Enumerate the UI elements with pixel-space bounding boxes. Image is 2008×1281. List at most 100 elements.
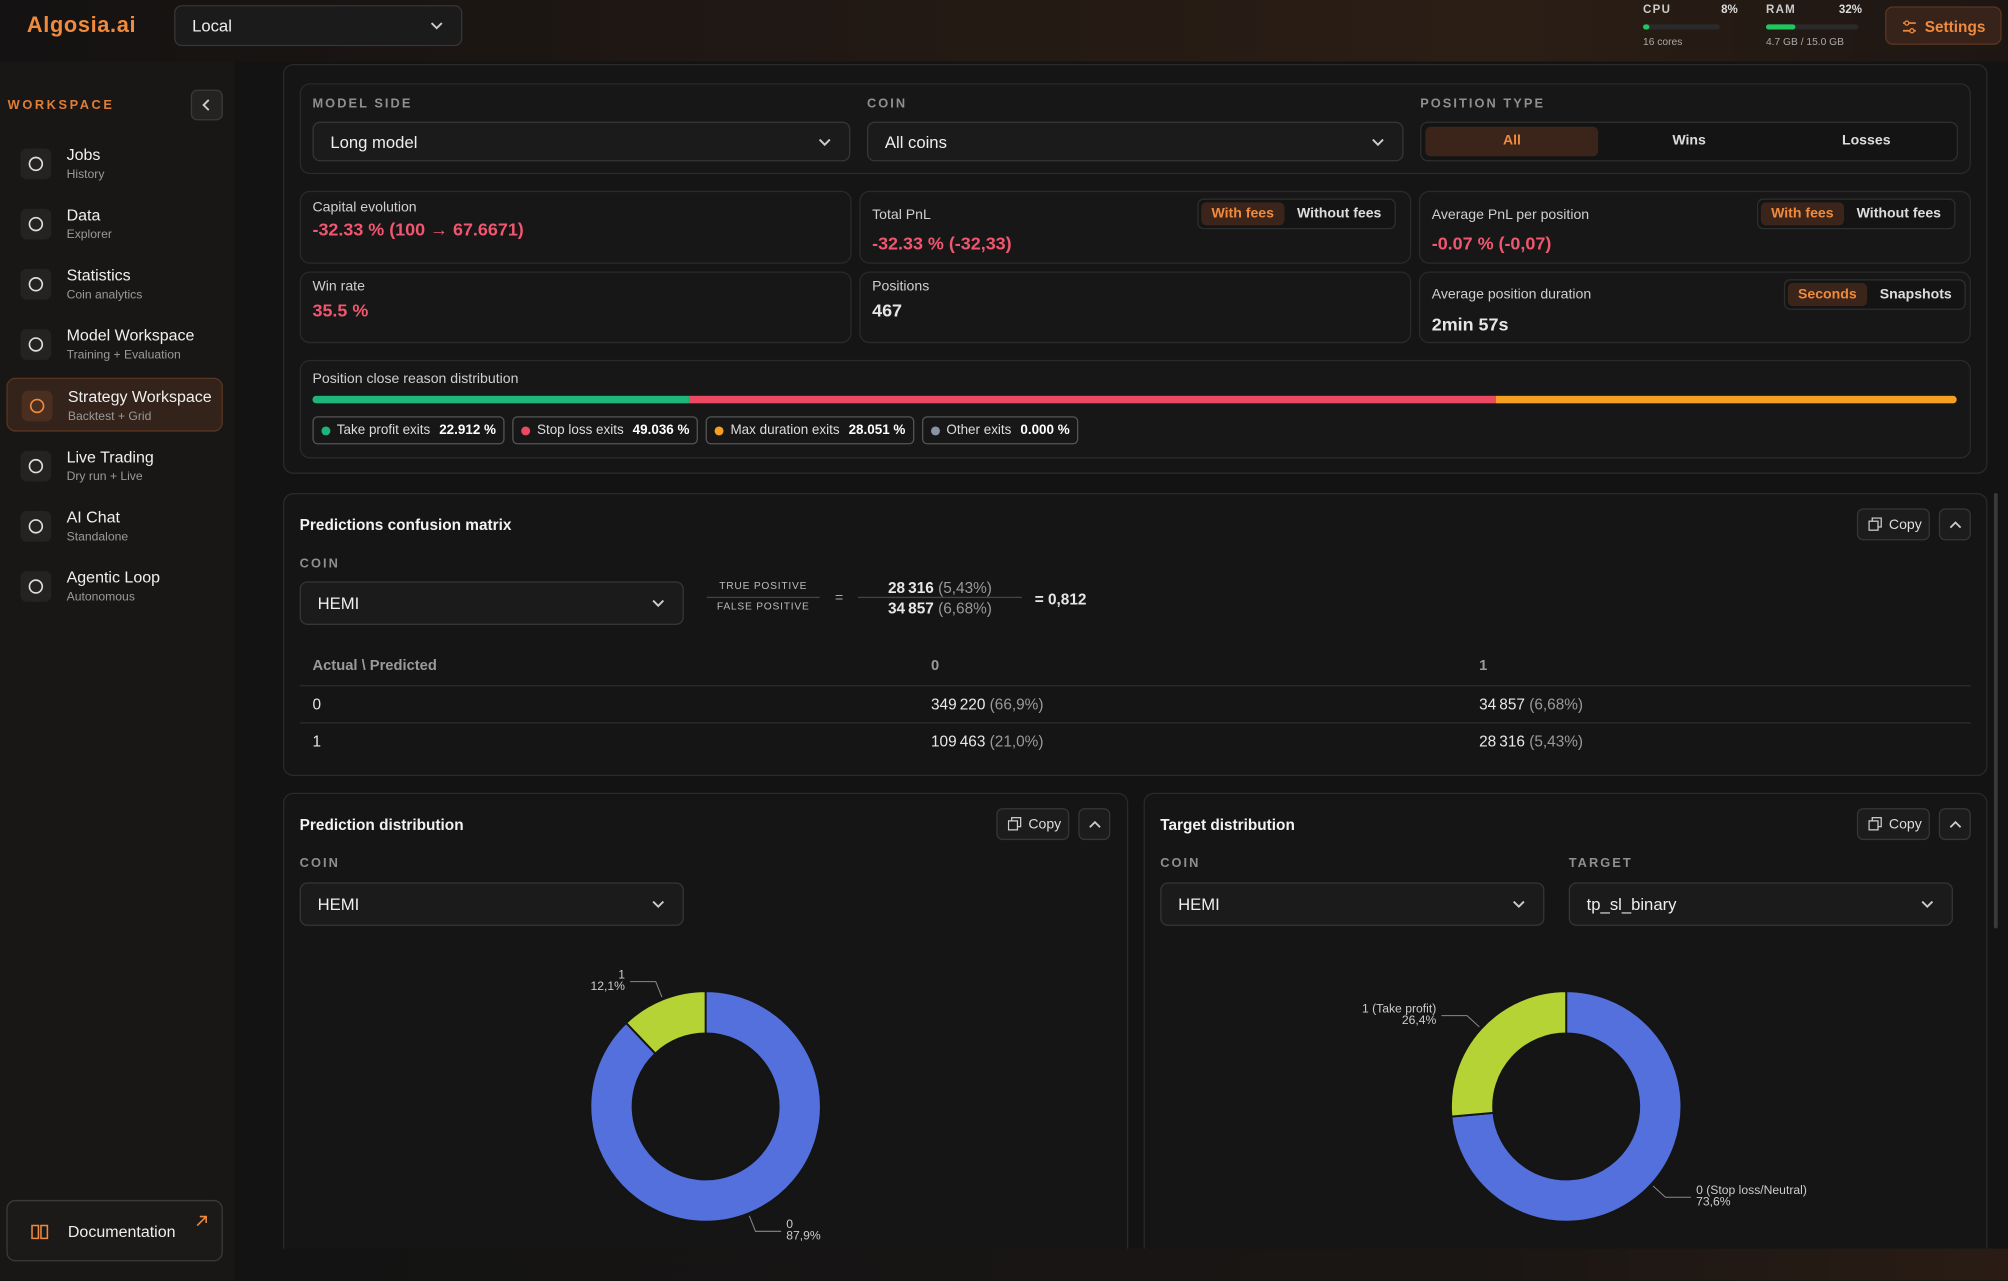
collapse-button[interactable]	[1078, 808, 1111, 841]
row-divider	[299, 685, 1971, 687]
positions-card	[859, 271, 1412, 344]
legend-dot	[521, 425, 531, 435]
chevron	[818, 138, 831, 146]
close-reason-legend: Take profit exits 22.912 % Stop loss exits…	[312, 416, 1079, 445]
nav-item[interactable]: Jobs History	[6, 137, 222, 191]
settings-button[interactable]: Settings	[1885, 6, 2002, 45]
legend-dot	[715, 425, 725, 435]
nav-title: Statistics	[66, 266, 131, 285]
coin-select[interactable]: HEMI	[1160, 882, 1545, 926]
target-select[interactable]: tp_sl_binary	[1568, 882, 1953, 926]
position-type-label: POSITION TYPE	[1420, 97, 1546, 112]
icon	[28, 156, 44, 172]
toggle-option[interactable]: Without fees	[1296, 206, 1382, 222]
toggle-option[interactable]: Snapshots	[1879, 286, 1952, 303]
legend-value: 28.051 %	[848, 422, 906, 438]
count: 28 316	[1479, 732, 1525, 751]
nav-item[interactable]: Model Workspace Training + Evaluation	[6, 318, 222, 372]
coin-select[interactable]: All coins	[866, 121, 1404, 162]
nav-subtitle: Standalone	[66, 529, 129, 544]
model-side-label: MODEL SIDE	[312, 97, 413, 112]
numerator: 28 316 (5,43%)	[858, 580, 1022, 595]
icon	[28, 216, 44, 232]
ram-detail: 4.7 GB / 15.0 GB	[1765, 35, 1844, 48]
card-title: Target distribution	[1160, 815, 1295, 834]
legend-label: Stop loss exits	[536, 422, 624, 438]
icon	[28, 518, 44, 534]
sidebar-section: WORKSPACE	[7, 98, 115, 113]
count: 34 857	[888, 599, 934, 618]
nav-title: Jobs	[66, 145, 101, 164]
chevron	[430, 22, 443, 30]
toggle-option[interactable]: With fees	[1201, 202, 1285, 226]
position-type-toggle: All Wins Losses	[1420, 121, 1959, 162]
metric-label: Average PnL per position	[1431, 207, 1590, 223]
percent: (21,0%)	[989, 732, 1044, 751]
logo[interactable]: Algosia.ai	[26, 12, 137, 38]
coin-select[interactable]: HEMI	[299, 882, 684, 926]
copy-button[interactable]: Copy	[996, 808, 1070, 841]
fraction-line	[858, 596, 1022, 599]
collapse-button[interactable]	[190, 89, 223, 121]
chevron	[652, 900, 665, 909]
capital-evolution-card	[299, 190, 852, 264]
percent: (5,43%)	[938, 578, 992, 597]
environment-select[interactable]: Local	[174, 5, 463, 47]
ram-label: RAM	[1765, 2, 1797, 16]
copy-button[interactable]: Copy	[1856, 808, 1930, 841]
legend-dot	[321, 425, 331, 435]
nav-icon	[20, 450, 52, 481]
bottom-edge	[234, 1248, 2008, 1281]
legend-dot	[931, 425, 940, 435]
toggle-option[interactable]: Wins	[1672, 133, 1706, 149]
numerator-label: TRUE POSITIVE	[719, 580, 808, 592]
legend-chip: Other exits 0.000 %	[922, 416, 1079, 445]
coin-label: COIN	[299, 557, 340, 572]
coin-select[interactable]: HEMI	[299, 581, 684, 625]
nav-item[interactable]: Statistics Coin analytics	[6, 258, 222, 312]
prediction-distribution-card	[283, 792, 1129, 1281]
fees-toggle: With fees Without fees	[1756, 198, 1956, 230]
copy-icon	[1868, 817, 1882, 831]
denominator-label: FALSE POSITIVE	[716, 600, 810, 613]
model-side-select[interactable]: Long model	[312, 121, 851, 162]
copy-label: Copy	[1888, 517, 1922, 533]
collapse-button[interactable]	[1938, 808, 1971, 841]
nav-subtitle: Training + Evaluation	[66, 348, 181, 363]
toggle-option[interactable]: Losses	[1841, 133, 1891, 149]
nav-icon	[20, 329, 52, 361]
win-rate-card	[299, 271, 852, 344]
documentation-link[interactable]: Documentation	[6, 1199, 223, 1262]
nav-item[interactable]: AI Chat Standalone	[6, 499, 222, 553]
nav-title: Strategy Workspace	[67, 388, 212, 407]
column-header: 1	[1479, 658, 1488, 674]
nav-icon	[20, 570, 52, 602]
nav-item[interactable]: Strategy Workspace Backtest + Grid	[6, 378, 223, 433]
toggle-option[interactable]: With fees	[1760, 202, 1844, 226]
collapse-button[interactable]	[1938, 508, 1971, 541]
nav-subtitle: Explorer	[66, 228, 112, 243]
copy-label: Copy	[1028, 817, 1062, 833]
nav-title: Data	[66, 206, 101, 225]
row-header: 0	[312, 695, 322, 714]
count: 109 463	[931, 732, 986, 751]
denominator: 34 857 (6,68%)	[858, 601, 1022, 616]
copy-icon	[1007, 817, 1022, 831]
metric-value: 35.5 %	[312, 299, 369, 321]
nav-subtitle: Dry run + Live	[66, 469, 143, 484]
nav-item[interactable]: Live Trading Dry run + Live	[6, 439, 222, 493]
percent: (66,9%)	[989, 695, 1044, 714]
legend-chip: Take profit exits 22.912 %	[312, 416, 505, 445]
toggle-option[interactable]: All	[1425, 126, 1599, 157]
nav-item[interactable]: Data Explorer	[6, 197, 222, 251]
nav-item[interactable]: Agentic Loop Autonomous	[6, 559, 222, 613]
legend-chip: Max duration exits 28.051 %	[706, 416, 915, 445]
bar-segment	[312, 395, 690, 404]
toggle-option[interactable]: Seconds	[1787, 283, 1867, 307]
column-header: 0	[931, 658, 940, 674]
copy-button[interactable]: Copy	[1856, 508, 1930, 541]
nav-title: Live Trading	[66, 447, 154, 466]
metric-label: Capital evolution	[312, 199, 417, 216]
toggle-option[interactable]: Without fees	[1856, 206, 1942, 222]
